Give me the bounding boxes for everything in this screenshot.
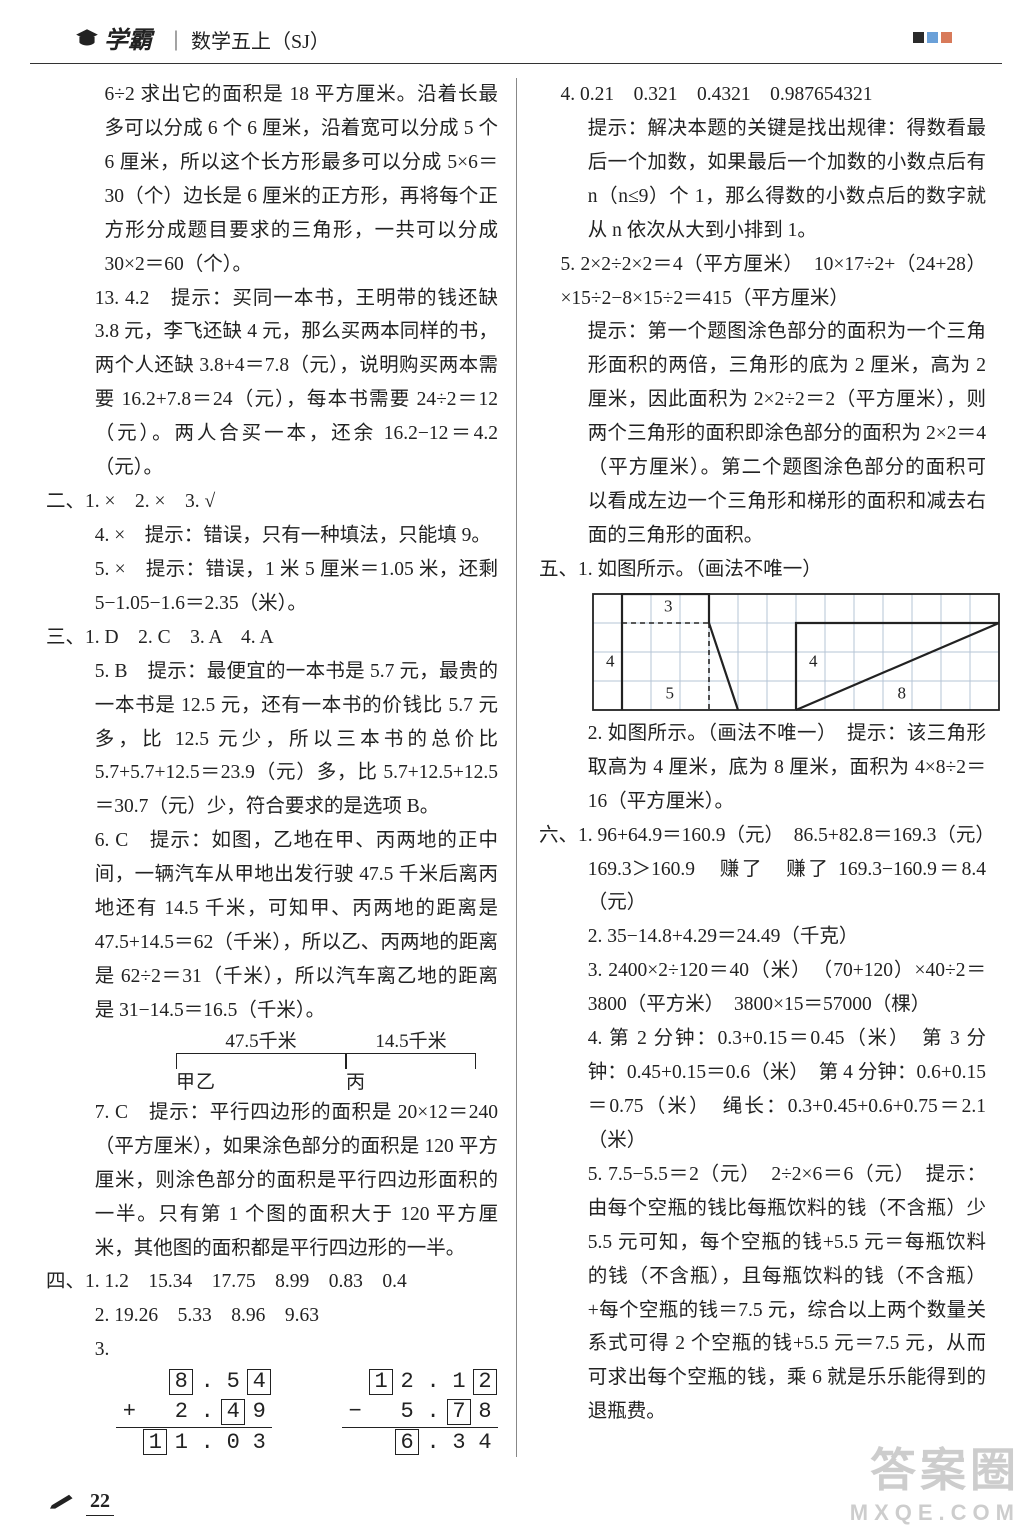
sec-label: 三、 bbox=[46, 621, 85, 655]
sec5-l2: 2. 如图所示。（画法不唯一） 提示：该三角形取高为 4 厘米，底为 8 厘米，… bbox=[539, 717, 986, 819]
sec-label: 五、 bbox=[539, 553, 578, 587]
decor-square bbox=[927, 32, 938, 43]
sec6-l1b: 169.3＞160.9 赚了 赚了 169.3−160.9＝8.4（元） bbox=[539, 853, 986, 921]
decor-square bbox=[913, 32, 924, 43]
column-left: 6÷2 求出它的面积是 18 平方厘米。沿着长最多可以分成 6 个 6 厘米，沿… bbox=[46, 78, 516, 1457]
sec4-l1: 1. 1.2 15.34 17.75 8.99 0.83 0.4 bbox=[85, 1265, 407, 1299]
section-4: 四、 1. 1.2 15.34 17.75 8.99 0.83 0.4 bbox=[46, 1265, 498, 1299]
section-6: 六、 1. 96+64.9＝160.9（元） 86.5+82.8＝169.3（元… bbox=[539, 819, 986, 853]
r-l4: 4. 0.21 0.321 0.4321 0.987654321 bbox=[539, 78, 986, 112]
r-l4hint: 提示：解决本题的关键是找出规律：得数看最后一个加数，如果最后一个加数的小数点后有… bbox=[539, 112, 986, 248]
km-t1: 47.5千米 bbox=[176, 1032, 346, 1051]
sec4-l3: 3. bbox=[46, 1333, 498, 1367]
sec2-l4: 4. × 提示：错误，只有一种填法，只能填 9。 bbox=[46, 519, 498, 553]
km-b2: 乙 bbox=[196, 1073, 346, 1092]
sec2-l1: 1. × 2. × 3. √ bbox=[85, 485, 215, 519]
sec6-l4: 4. 第 2 分钟：0.3+0.15＝0.45（米） 第 3 分钟：0.45+0… bbox=[539, 1022, 986, 1158]
brand-text: 学霸 bbox=[104, 20, 152, 55]
r-l5b: 提示：第一个题图涂色部分的面积为一个三角形面积的两倍，三角形的底为 2 厘米，高… bbox=[539, 315, 986, 552]
sec5-l1: 1. 如图所示。（画法不唯一） bbox=[578, 553, 822, 587]
km-t2: 14.5千米 bbox=[346, 1032, 476, 1051]
svg-text:8: 8 bbox=[897, 683, 906, 702]
sec6-l3: 3. 2400×2÷120＝40（米） （70+120）×40÷2＝3800（平… bbox=[539, 954, 986, 1022]
arith-block: 8.54+2.4911.03 12.12−5.786.34 bbox=[46, 1367, 498, 1457]
svg-text:4: 4 bbox=[809, 651, 818, 670]
column-right: 4. 0.21 0.321 0.4321 0.987654321 提示：解决本题… bbox=[516, 78, 986, 1457]
figure-grid: 3 4 5 4 8 bbox=[592, 593, 986, 711]
section-5: 五、 1. 如图所示。（画法不唯一） bbox=[539, 553, 986, 587]
graduation-cap-icon bbox=[80, 30, 98, 48]
para-cont: 6÷2 求出它的面积是 18 平方厘米。沿着长最多可以分成 6 个 6 厘米，沿… bbox=[46, 78, 498, 282]
sec-label: 四、 bbox=[46, 1265, 85, 1299]
page-number: 22 bbox=[86, 1490, 114, 1516]
decor-square bbox=[941, 32, 952, 43]
section-3: 三、 1. D 2. C 3. A 4. A bbox=[46, 621, 498, 655]
sec3-l7: 7. C 提示：平行四边形的面积是 20×12＝240（平方厘米），如果涂色部分… bbox=[46, 1096, 498, 1266]
sec6-l5: 5. 7.5−5.5＝2（元） 2÷2×6＝6（元） 提示：由每个空瓶的钱比每瓶… bbox=[539, 1158, 986, 1429]
sec4-l2: 2. 19.26 5.33 8.96 9.63 bbox=[46, 1299, 498, 1333]
km-b1: 甲 bbox=[176, 1073, 196, 1092]
subject-text: ｜ 数学五上（SJ） bbox=[166, 25, 330, 54]
page-header: 学霸 ｜ 数学五上（SJ） bbox=[30, 0, 1002, 64]
content-columns: 6÷2 求出它的面积是 18 平方厘米。沿着长最多可以分成 6 个 6 厘米，沿… bbox=[0, 64, 1032, 1457]
svg-text:5: 5 bbox=[665, 683, 674, 702]
header-decor bbox=[913, 32, 952, 43]
sec-label: 六、 bbox=[539, 819, 578, 853]
sec3-l5: 5. B 提示：最便宜的一本书是 5.7 元，最贵的一本书是 12.5 元，还有… bbox=[46, 655, 498, 825]
r-l5a: 5. 2×2÷2×2＝4（平方厘米） 10×17÷2+（24+28）×15÷2−… bbox=[539, 248, 986, 316]
km-b3: 丙 bbox=[346, 1073, 366, 1092]
q13: 13. 4.2 提示：买同一本书，王明带的钱还缺 3.8 元，李飞还缺 4 元，… bbox=[46, 282, 498, 486]
pencil-icon bbox=[50, 1491, 76, 1515]
sec-label: 二、 bbox=[46, 485, 85, 519]
header-left: 学霸 ｜ 数学五上（SJ） bbox=[80, 20, 330, 55]
distance-diagram: 47.5千米 14.5千米 甲 乙 丙 bbox=[176, 1032, 498, 1092]
sec6-l1a: 1. 96+64.9＝160.9（元） 86.5+82.8＝169.3（元） bbox=[578, 819, 986, 853]
svg-text:4: 4 bbox=[606, 651, 615, 670]
sec6-l2: 2. 35−14.8+4.29＝24.49（千克） bbox=[539, 920, 986, 954]
svg-text:3: 3 bbox=[664, 596, 673, 615]
arith-2: 12.12−5.786.34 bbox=[342, 1367, 498, 1457]
page-footer: 22 bbox=[50, 1490, 114, 1516]
wm-line2: MXQE.COM bbox=[850, 1500, 1020, 1526]
sec3-l1: 1. D 2. C 3. A 4. A bbox=[85, 621, 274, 655]
sec3-l6: 6. C 提示：如图，乙地在甲、丙两地的正中间，一辆汽车从甲地出发行驶 47.5… bbox=[46, 824, 498, 1028]
arith-1: 8.54+2.4911.03 bbox=[116, 1367, 272, 1457]
section-2: 二、 1. × 2. × 3. √ bbox=[46, 485, 498, 519]
sec2-l5: 5. × 提示：错误，1 米 5 厘米＝1.05 米，还剩 5−1.05−1.6… bbox=[46, 553, 498, 621]
